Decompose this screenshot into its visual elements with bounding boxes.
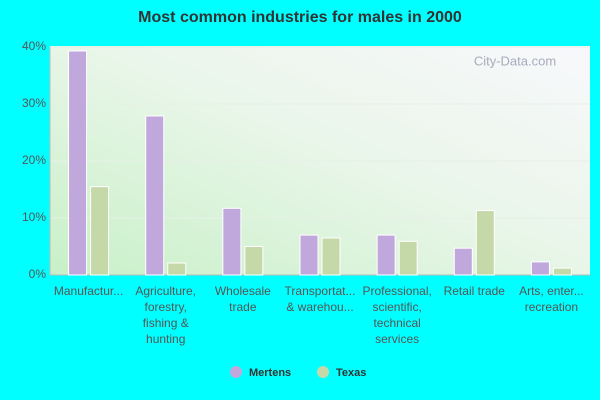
x-tick-label: trade (229, 300, 257, 314)
bar (167, 262, 187, 276)
bar (475, 210, 495, 276)
y-tick-label: 10% (22, 210, 46, 224)
chart-title: Most common industries for males in 2000 (138, 9, 462, 26)
bar (530, 261, 550, 276)
legend-swatch (317, 366, 329, 378)
bar (222, 207, 242, 276)
legend-label: Mertens (249, 367, 291, 379)
watermark: City-Data.com (474, 53, 556, 68)
x-tick-label: recreation (525, 300, 578, 314)
x-tick-label: Agriculture, (135, 284, 196, 298)
x-tick-label: Professional, (362, 284, 431, 298)
x-tick-label: services (375, 332, 419, 346)
x-tick-label: & warehou... (286, 300, 353, 314)
bar (68, 50, 88, 276)
bar (244, 246, 264, 276)
bar (90, 186, 110, 276)
x-tick-label: technical (373, 316, 420, 330)
bar (453, 247, 473, 276)
x-tick-label: Transportat... (285, 284, 356, 298)
bar (552, 267, 572, 276)
bar (321, 237, 341, 276)
x-tick-label: fishing & (143, 316, 189, 330)
y-tick-label: 0% (29, 267, 47, 281)
x-tick-label: Retail trade (444, 284, 506, 298)
x-tick-label: hunting (146, 332, 185, 346)
x-tick-label: Wholesale (215, 284, 271, 298)
x-tick-label: forestry, (144, 300, 186, 314)
bar (398, 240, 418, 276)
legend-swatch (230, 366, 242, 378)
y-tick-label: 20% (22, 153, 46, 167)
bar (376, 234, 396, 276)
bar (299, 234, 319, 276)
bar (145, 115, 165, 276)
x-tick-label: Manufactur... (54, 284, 123, 298)
legend-label: Texas (336, 367, 366, 379)
x-tick-label: Arts, enter... (519, 284, 584, 298)
x-tick-label: scientific, (372, 300, 421, 314)
y-tick-label: 40% (22, 39, 46, 53)
y-tick-label: 30% (22, 96, 46, 110)
